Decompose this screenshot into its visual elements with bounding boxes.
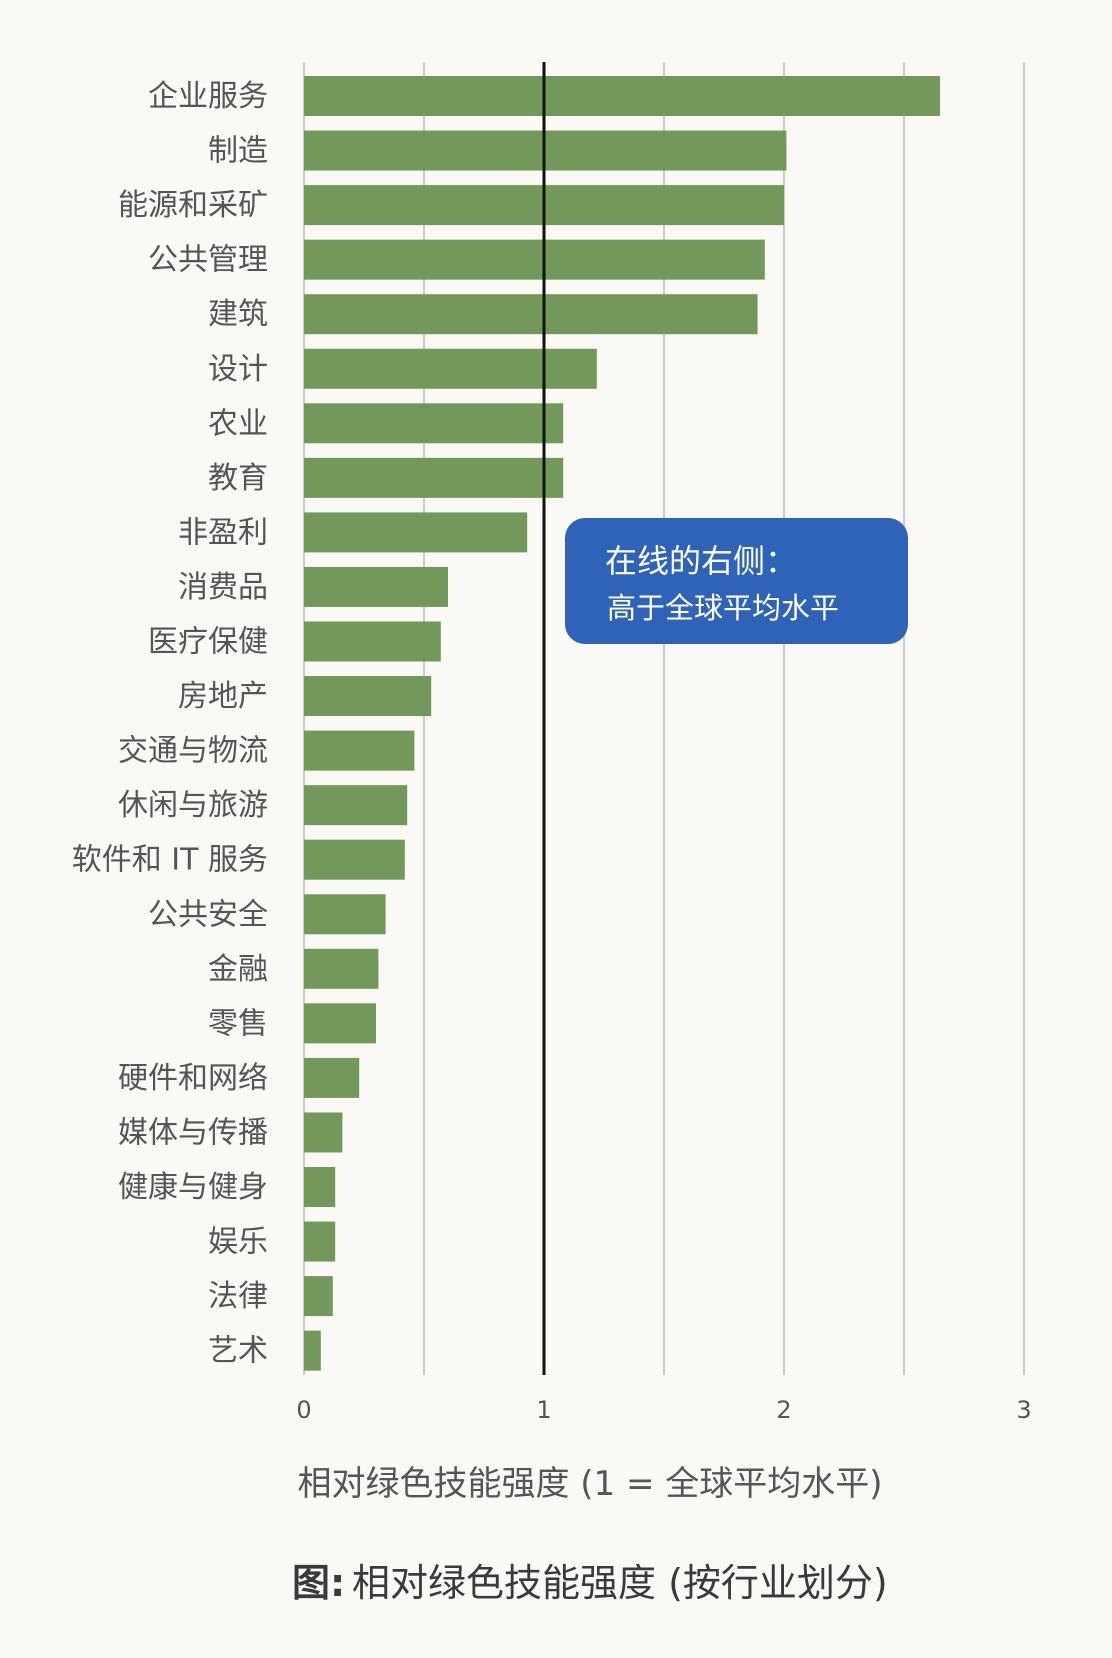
category-label: 企业服务: [148, 79, 268, 114]
bar: [304, 1112, 343, 1153]
category-label: 建筑: [208, 297, 268, 332]
caption-prefix: 图:: [292, 1561, 345, 1605]
bar: [304, 785, 408, 826]
x-tick-label: 2: [776, 1396, 791, 1424]
category-label: 能源和采矿: [118, 188, 268, 223]
bar: [304, 730, 415, 771]
category-label: 制造: [208, 134, 268, 169]
category-label: 法律: [208, 1279, 268, 1314]
caption-text: 相对绿色技能强度 (按行业划分): [352, 1561, 888, 1605]
x-tick-label: 3: [1016, 1396, 1031, 1424]
bars: [304, 76, 940, 1371]
category-label: 医疗保健: [148, 625, 268, 660]
bar: [304, 294, 758, 335]
bar: [304, 1167, 336, 1207]
bar: [304, 403, 564, 444]
bar: [304, 457, 564, 498]
category-label: 金融: [208, 952, 268, 987]
bar: [304, 948, 379, 989]
bar: [304, 1003, 376, 1044]
bar: [304, 566, 448, 607]
category-label: 公共安全: [148, 897, 268, 932]
tick-labels: 0 1 2 3: [296, 1396, 1031, 1424]
bar: [304, 76, 940, 116]
bar: [304, 621, 441, 662]
category-label: 消费品: [178, 570, 268, 605]
category-label: 娱乐: [208, 1225, 268, 1260]
category-label: 软件和 IT 服务: [72, 843, 268, 878]
x-tick-label: 1: [536, 1396, 551, 1424]
category-label: 零售: [208, 1006, 268, 1041]
category-label: 健康与健身: [118, 1170, 268, 1205]
bar: [304, 839, 405, 880]
category-label: 公共管理: [148, 243, 268, 278]
bar: [304, 239, 765, 280]
x-tick-label: 0: [296, 1396, 311, 1424]
bar: [304, 1057, 360, 1098]
callout: 在线的右侧： 高于全球平均水平: [565, 518, 908, 644]
category-label: 房地产: [178, 679, 268, 714]
bar: [304, 1276, 333, 1317]
category-label: 交通与物流: [118, 734, 268, 769]
category-label: 媒体与传播: [118, 1115, 268, 1150]
category-label: 艺术: [208, 1334, 268, 1369]
bar: [304, 1330, 321, 1371]
category-label: 教育: [208, 461, 268, 496]
callout-box: [565, 518, 908, 644]
callout-text: 高于全球平均水平: [607, 591, 839, 625]
category-label: 设计: [208, 352, 268, 387]
category-label: 非盈利: [178, 515, 268, 550]
bar: [304, 894, 386, 935]
callout-title: 在线的右侧：: [605, 542, 797, 580]
x-axis-title: 相对绿色技能强度 (1 = 全球平均水平): [297, 1464, 882, 1504]
category-labels: 企业服务制造能源和采矿公共管理建筑设计农业教育非盈利消费品医疗保健房地产交通与物…: [72, 79, 268, 1369]
bar: [304, 512, 528, 553]
bar: [304, 1221, 336, 1262]
category-label: 农业: [208, 406, 268, 441]
bar: [304, 348, 597, 389]
bar: [304, 676, 432, 717]
category-label: 休闲与旅游: [118, 788, 268, 823]
category-label: 硬件和网络: [118, 1061, 268, 1096]
